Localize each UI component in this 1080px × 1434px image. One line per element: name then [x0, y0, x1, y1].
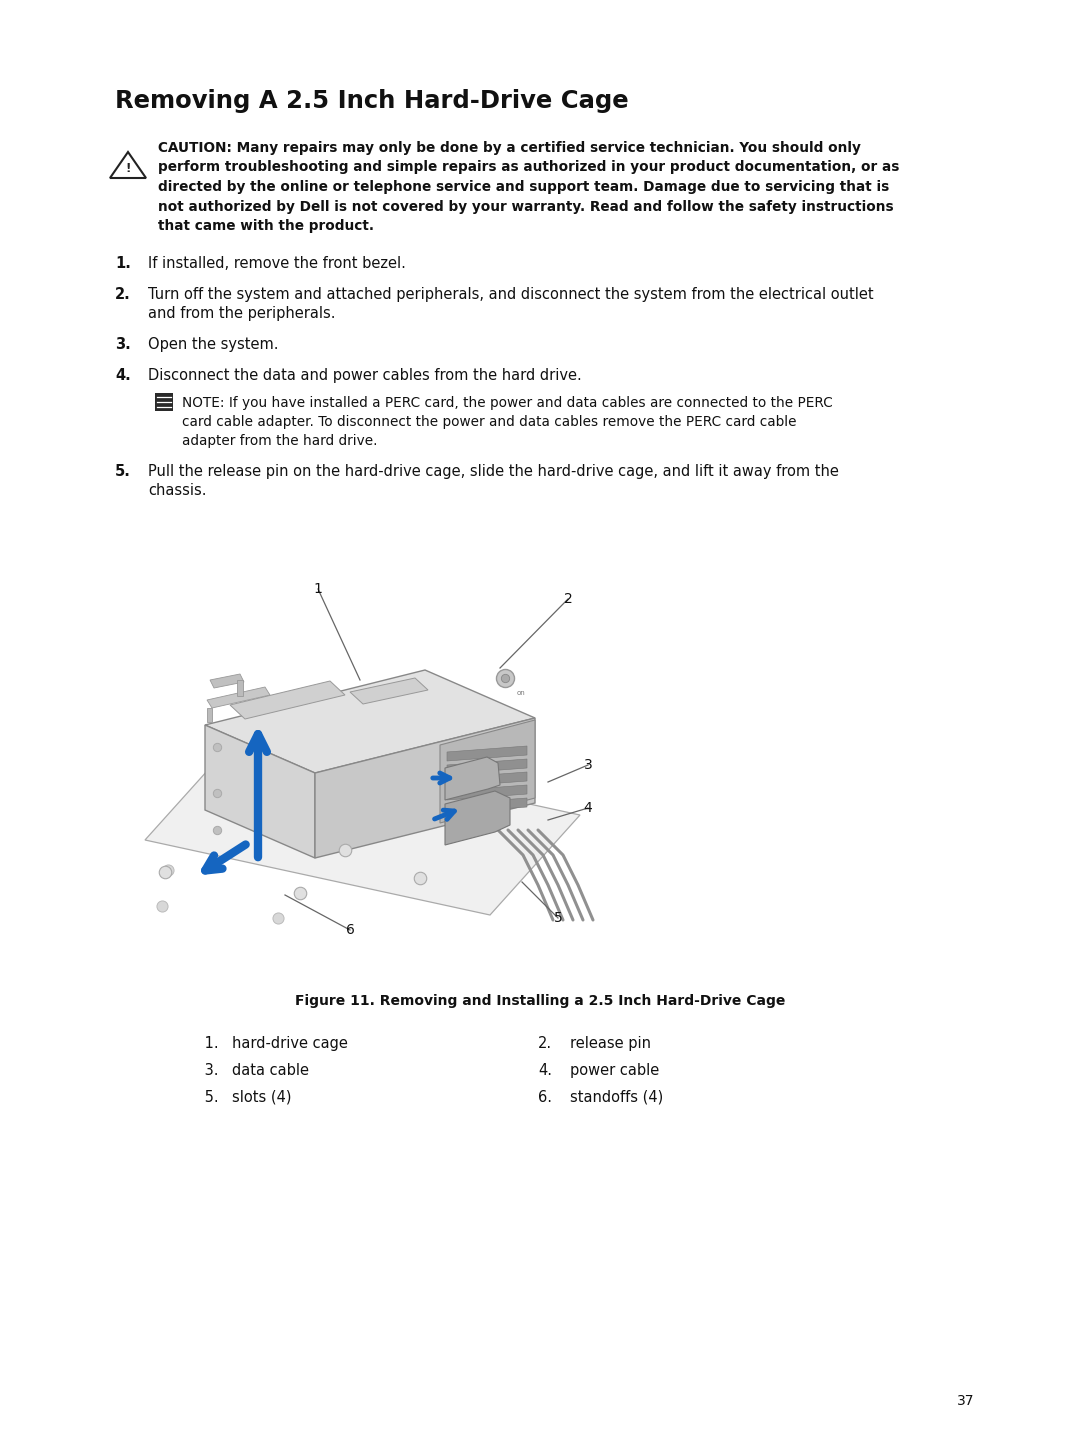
Text: Open the system.: Open the system. — [148, 337, 279, 351]
Text: 3.: 3. — [114, 337, 131, 351]
Text: Removing A 2.5 Inch Hard-Drive Cage: Removing A 2.5 Inch Hard-Drive Cage — [114, 89, 629, 113]
Polygon shape — [210, 674, 244, 688]
Text: 4.: 4. — [538, 1063, 552, 1078]
Polygon shape — [445, 757, 500, 800]
Polygon shape — [207, 708, 212, 721]
Text: 2.: 2. — [114, 287, 131, 303]
Text: release pin: release pin — [570, 1035, 651, 1051]
Text: 37: 37 — [957, 1394, 974, 1408]
Polygon shape — [447, 797, 527, 813]
Bar — [156, 393, 173, 412]
Text: Pull the release pin on the hard-drive cage, slide the hard-drive cage, and lift: Pull the release pin on the hard-drive c… — [148, 465, 839, 479]
Polygon shape — [447, 784, 527, 800]
Text: 3.: 3. — [200, 1063, 218, 1078]
Text: 3: 3 — [583, 759, 592, 771]
Text: perform troubleshooting and simple repairs as authorized in your product documen: perform troubleshooting and simple repai… — [158, 161, 900, 175]
Polygon shape — [145, 740, 580, 915]
Polygon shape — [440, 720, 535, 823]
Text: 1: 1 — [313, 582, 323, 597]
Polygon shape — [207, 687, 270, 708]
Text: chassis.: chassis. — [148, 483, 206, 498]
Polygon shape — [350, 678, 428, 704]
Text: NOTE: If you have installed a PERC card, the power and data cables are connected: NOTE: If you have installed a PERC card,… — [183, 396, 833, 410]
Text: 2: 2 — [564, 592, 572, 607]
Text: power cable: power cable — [570, 1063, 659, 1078]
Polygon shape — [445, 792, 510, 845]
Text: hard-drive cage: hard-drive cage — [232, 1035, 348, 1051]
Text: 5.: 5. — [114, 465, 131, 479]
Text: 2.: 2. — [538, 1035, 552, 1051]
Polygon shape — [205, 726, 315, 858]
Text: Turn off the system and attached peripherals, and disconnect the system from the: Turn off the system and attached periphe… — [148, 287, 874, 303]
Text: 6.: 6. — [538, 1090, 552, 1106]
Polygon shape — [447, 746, 527, 761]
Text: 1.: 1. — [114, 257, 131, 271]
Polygon shape — [315, 718, 535, 858]
Text: 4.: 4. — [114, 369, 131, 383]
Text: Figure 11. Removing and Installing a 2.5 Inch Hard-Drive Cage: Figure 11. Removing and Installing a 2.5… — [295, 994, 785, 1008]
Text: card cable adapter. To disconnect the power and data cables remove the PERC card: card cable adapter. To disconnect the po… — [183, 414, 797, 429]
Polygon shape — [237, 680, 243, 695]
Text: and from the peripherals.: and from the peripherals. — [148, 305, 336, 321]
Text: 4: 4 — [583, 802, 592, 815]
Text: 6: 6 — [346, 923, 354, 936]
Text: not authorized by Dell is not covered by your warranty. Read and follow the safe: not authorized by Dell is not covered by… — [158, 199, 893, 214]
Polygon shape — [447, 759, 527, 774]
Polygon shape — [230, 681, 345, 718]
Text: that came with the product.: that came with the product. — [158, 219, 374, 232]
Text: slots (4): slots (4) — [232, 1090, 292, 1106]
Text: adapter from the hard drive.: adapter from the hard drive. — [183, 435, 378, 447]
Polygon shape — [205, 670, 535, 773]
Text: standoffs (4): standoffs (4) — [570, 1090, 663, 1106]
Text: directed by the online or telephone service and support team. Damage due to serv: directed by the online or telephone serv… — [158, 181, 889, 194]
Text: 1.: 1. — [200, 1035, 218, 1051]
Text: !: ! — [125, 162, 131, 175]
Polygon shape — [447, 771, 527, 787]
Text: If installed, remove the front bezel.: If installed, remove the front bezel. — [148, 257, 406, 271]
Text: data cable: data cable — [232, 1063, 309, 1078]
Text: 5.: 5. — [200, 1090, 218, 1106]
Text: CAUTION: Many repairs may only be done by a certified service technician. You sh: CAUTION: Many repairs may only be done b… — [158, 141, 861, 155]
Text: 5: 5 — [554, 911, 563, 925]
Text: Disconnect the data and power cables from the hard drive.: Disconnect the data and power cables fro… — [148, 369, 582, 383]
Text: on: on — [517, 690, 526, 695]
